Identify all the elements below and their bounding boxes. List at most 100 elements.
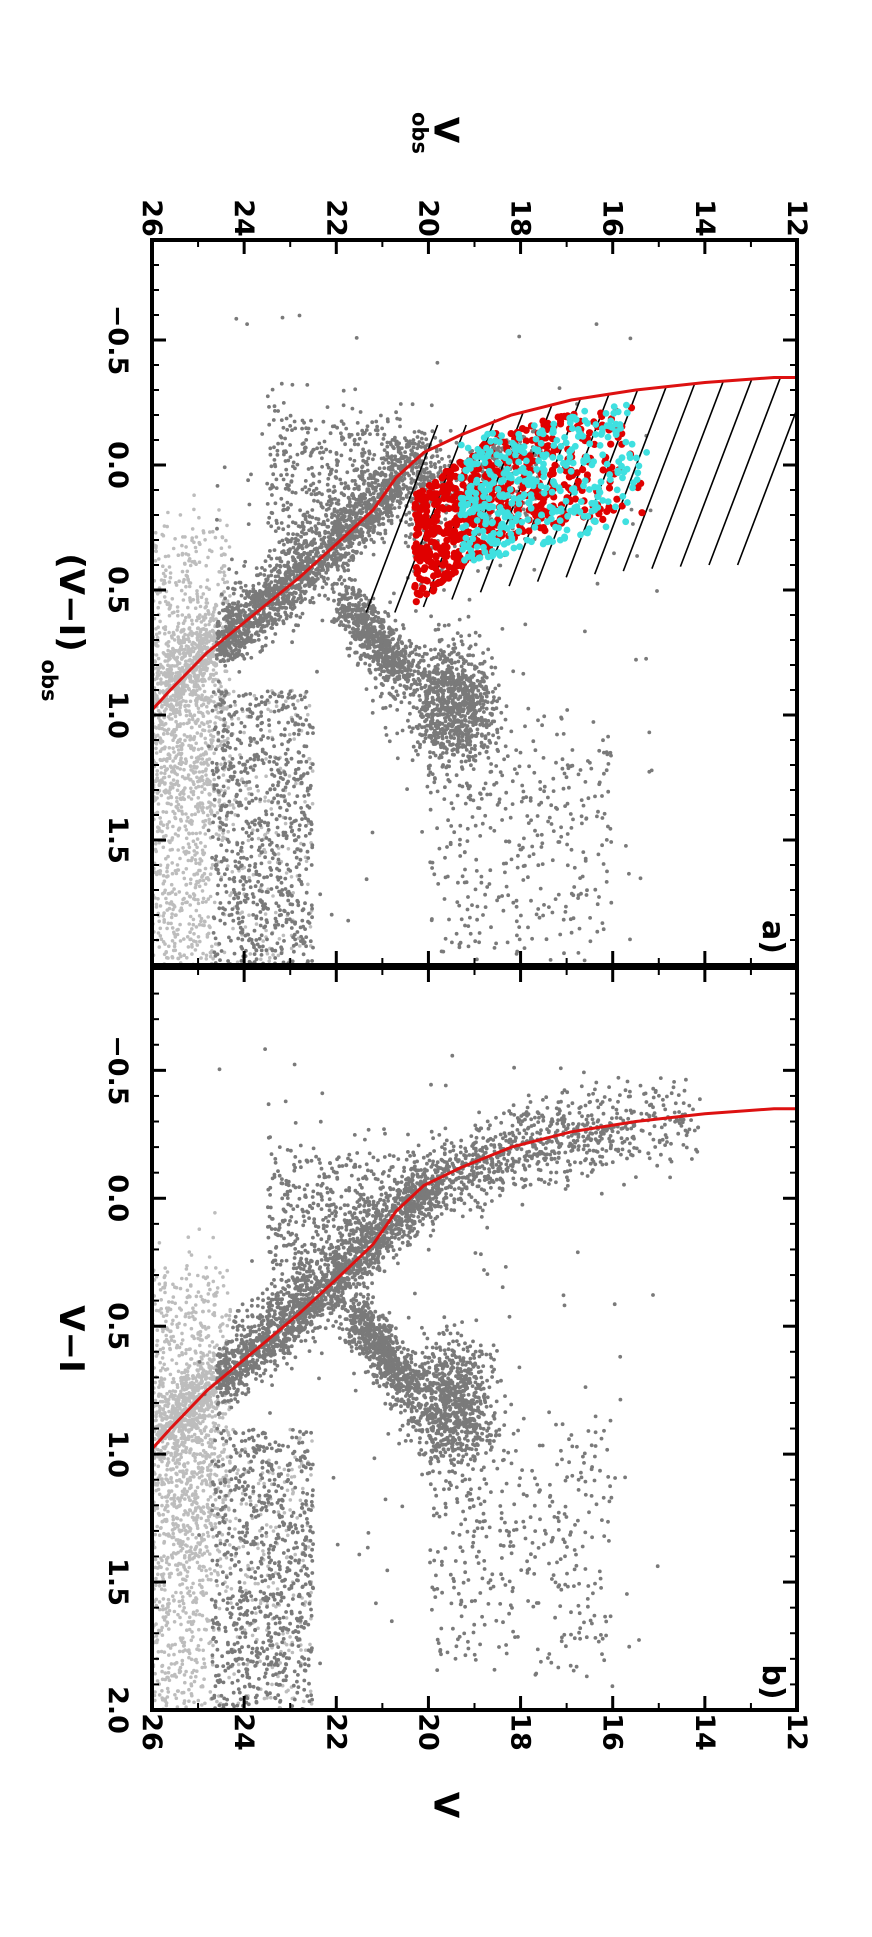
light-point — [183, 824, 187, 828]
dark-point — [227, 643, 232, 648]
dark-point — [392, 494, 397, 499]
light-point — [195, 943, 200, 947]
light-point — [155, 772, 159, 777]
dark-point — [216, 679, 221, 684]
light-point — [201, 878, 206, 883]
light-point — [162, 764, 167, 769]
light-point — [176, 748, 181, 752]
dark-point — [296, 596, 301, 601]
dark-point — [269, 510, 274, 515]
light-point — [222, 564, 227, 568]
dark-point — [345, 503, 350, 508]
light-point — [187, 584, 192, 589]
dark-point — [413, 452, 418, 457]
light-point — [186, 605, 190, 610]
light-point — [193, 606, 198, 610]
light-point — [193, 885, 198, 890]
dark-point — [389, 521, 394, 526]
light-point — [156, 897, 160, 901]
light-point — [159, 771, 163, 775]
dark-point — [304, 544, 309, 549]
light-point — [173, 913, 178, 917]
dark-point — [343, 442, 347, 447]
dark-point — [242, 564, 247, 568]
light-point — [214, 617, 218, 621]
light-point — [176, 613, 180, 618]
light-point — [192, 782, 196, 787]
light-point — [175, 932, 180, 937]
light-point — [159, 578, 164, 582]
dark-point — [348, 500, 352, 505]
dark-point — [379, 487, 383, 492]
dark-point — [317, 479, 322, 484]
dark-point — [352, 458, 357, 463]
light-point — [204, 953, 209, 958]
light-point — [200, 802, 205, 806]
dark-point — [403, 540, 408, 545]
light-point — [181, 870, 186, 875]
dark-point — [279, 473, 283, 478]
light-point — [251, 872, 256, 877]
dark-point — [286, 524, 291, 529]
dark-point — [286, 548, 291, 553]
dark-point — [320, 618, 325, 623]
light-point — [172, 770, 176, 774]
dark-point — [354, 511, 359, 516]
light-point — [160, 664, 164, 669]
dark-point — [295, 462, 300, 467]
light-point — [146, 765, 150, 769]
dark-point — [309, 540, 314, 545]
dark-point — [291, 520, 295, 525]
dark-point — [222, 659, 227, 663]
dark-point — [232, 601, 237, 606]
dark-point — [314, 553, 318, 558]
light-point — [159, 677, 163, 681]
light-point — [269, 709, 273, 713]
light-point — [214, 602, 218, 607]
light-point — [211, 668, 216, 672]
dark-point — [267, 422, 272, 427]
dark-point — [228, 622, 233, 627]
light-point — [175, 628, 179, 632]
dark-point — [310, 450, 314, 454]
dark-point — [283, 606, 288, 610]
light-point — [206, 701, 211, 705]
light-point — [200, 721, 204, 725]
dark-point — [426, 479, 431, 483]
dark-point — [284, 416, 289, 421]
dark-point — [381, 437, 386, 441]
dark-point — [251, 604, 256, 609]
light-point — [257, 853, 262, 858]
light-point — [203, 832, 208, 836]
dark-point — [230, 657, 235, 662]
dark-point — [392, 506, 397, 510]
light-point — [199, 753, 203, 757]
dark-point — [310, 508, 315, 512]
light-point — [192, 893, 197, 897]
dark-point — [421, 481, 425, 486]
light-point — [155, 674, 160, 678]
dark-point — [285, 472, 289, 477]
dark-point — [393, 435, 397, 440]
light-point — [218, 743, 223, 748]
light-point — [156, 708, 161, 713]
light-point — [175, 609, 180, 614]
dark-point — [430, 429, 435, 434]
light-point — [146, 816, 150, 820]
dark-point — [350, 406, 355, 411]
light-point — [178, 856, 182, 861]
dark-point — [406, 441, 411, 446]
dark-point — [358, 499, 363, 504]
dark-point — [375, 470, 380, 475]
light-point — [210, 637, 214, 642]
dark-point — [385, 444, 390, 449]
light-point — [213, 636, 217, 641]
dark-point — [340, 437, 344, 442]
light-point — [169, 921, 173, 926]
dark-point — [292, 584, 297, 589]
light-point — [254, 775, 259, 779]
light-point — [195, 597, 200, 602]
light-point — [169, 675, 174, 680]
light-point — [221, 831, 225, 835]
light-point — [180, 901, 185, 906]
